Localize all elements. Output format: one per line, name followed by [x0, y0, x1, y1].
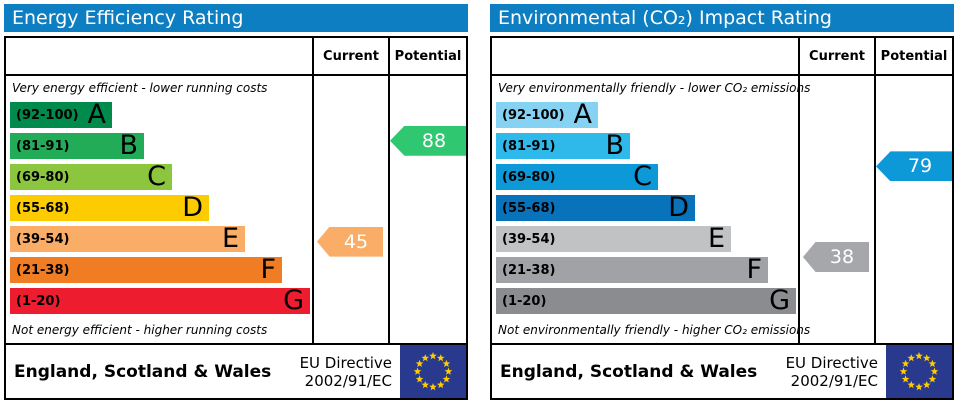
rating-table: Current Potential Very energy efficient … [4, 36, 468, 400]
energy-efficiency-panel: Energy Efficiency Rating Current Potenti… [4, 4, 468, 400]
potential-column-header: Potential [874, 38, 952, 74]
band-d: (55-68) D [10, 191, 209, 223]
column-divider [388, 76, 390, 343]
current-rating-arrow: 38 [803, 242, 869, 272]
band-range-label: (69-80) [16, 169, 70, 185]
top-caption: Very environmentally friendly - lower CO… [498, 81, 811, 95]
band-letter: B [119, 129, 138, 161]
panel-title: Environmental (CO₂) Impact Rating [490, 4, 954, 32]
band-letter: C [147, 160, 166, 192]
eu-directive-line1: EU Directive [785, 353, 878, 372]
current-column-header: Current [312, 38, 388, 74]
band-range-label: (81-91) [16, 138, 70, 154]
band-range-label: (81-91) [502, 138, 556, 154]
rating-table: Current Potential Very environmentally f… [490, 36, 954, 400]
band-letter: D [668, 191, 689, 223]
eu-flag-icon [400, 345, 466, 398]
band-c: (69-80) C [10, 160, 172, 192]
band-range-label: (55-68) [16, 200, 70, 216]
header-spacer [492, 38, 798, 74]
band-range-label: (92-100) [502, 107, 565, 123]
band-letter: A [87, 98, 106, 130]
band-range-label: (1-20) [502, 293, 547, 309]
band-b: (81-91) B [496, 129, 630, 161]
band-g: (1-20) G [496, 284, 796, 316]
band-letter: F [746, 253, 762, 285]
potential-rating-arrow: 79 [876, 151, 952, 182]
eu-directive-label: EU Directive 2002/91/EC [786, 354, 878, 390]
band-letter: A [573, 98, 592, 130]
top-caption: Very energy efficient - lower running co… [12, 81, 268, 95]
header-spacer [6, 38, 312, 74]
band-range-label: (55-68) [502, 200, 556, 216]
bottom-caption: Not environmentally friendly - higher CO… [498, 323, 811, 337]
rating-scale-area: Very energy efficient - lower running co… [6, 74, 466, 343]
table-footer-row: England, Scotland & Wales EU Directive 2… [492, 343, 952, 398]
bottom-caption: Not energy efficient - higher running co… [12, 323, 268, 337]
band-range-label: (69-80) [502, 169, 556, 185]
band-e: (39-54) E [10, 222, 245, 254]
potential-rating-arrow: 88 [390, 125, 466, 156]
band-c: (69-80) C [496, 160, 658, 192]
eu-directive-line2: 2002/91/EC [790, 371, 878, 390]
eu-directive-line1: EU Directive [299, 353, 392, 372]
band-a: (92-100) A [496, 98, 598, 130]
rating-bands: (92-100) A (81-91) B (69-80) C (55-68) D (39-54)… [496, 98, 796, 319]
band-g: (1-20) G [10, 284, 310, 316]
table-footer-row: England, Scotland & Wales EU Directive 2… [6, 343, 466, 398]
band-f: (21-38) F [10, 253, 282, 285]
column-divider [798, 76, 800, 343]
band-letter: B [605, 129, 624, 161]
band-range-label: (39-54) [502, 231, 556, 247]
band-letter: F [260, 253, 276, 285]
band-letter: G [283, 284, 304, 316]
region-label: England, Scotland & Wales [500, 361, 758, 382]
band-range-label: (21-38) [16, 262, 70, 278]
environmental-impact-panel: Environmental (CO₂) Impact Rating Curren… [490, 4, 954, 400]
band-f: (21-38) F [496, 253, 768, 285]
table-header-row: Current Potential [492, 38, 952, 74]
band-range-label: (1-20) [16, 293, 61, 309]
eu-directive-line2: 2002/91/EC [304, 371, 392, 390]
eu-flag-icon [886, 345, 952, 398]
rating-scale-area: Very environmentally friendly - lower CO… [492, 74, 952, 343]
column-divider [874, 76, 876, 343]
current-column-header: Current [798, 38, 874, 74]
table-header-row: Current Potential [6, 38, 466, 74]
band-a: (92-100) A [10, 98, 112, 130]
band-d: (55-68) D [496, 191, 695, 223]
panel-title: Energy Efficiency Rating [4, 4, 468, 32]
eu-directive-label: EU Directive 2002/91/EC [300, 354, 392, 390]
band-letter: E [221, 222, 239, 254]
region-label: England, Scotland & Wales [14, 361, 272, 382]
band-e: (39-54) E [496, 222, 731, 254]
band-range-label: (21-38) [502, 262, 556, 278]
current-rating-arrow: 45 [317, 226, 383, 257]
band-letter: G [769, 284, 790, 316]
column-divider [312, 76, 314, 343]
potential-column-header: Potential [388, 38, 466, 74]
band-b: (81-91) B [10, 129, 144, 161]
band-range-label: (92-100) [16, 107, 79, 123]
band-letter: D [182, 191, 203, 223]
band-letter: E [707, 222, 725, 254]
band-letter: C [633, 160, 652, 192]
band-range-label: (39-54) [16, 231, 70, 247]
rating-bands: (92-100) A (81-91) B (69-80) C (55-68) D (39-54)… [10, 98, 310, 319]
